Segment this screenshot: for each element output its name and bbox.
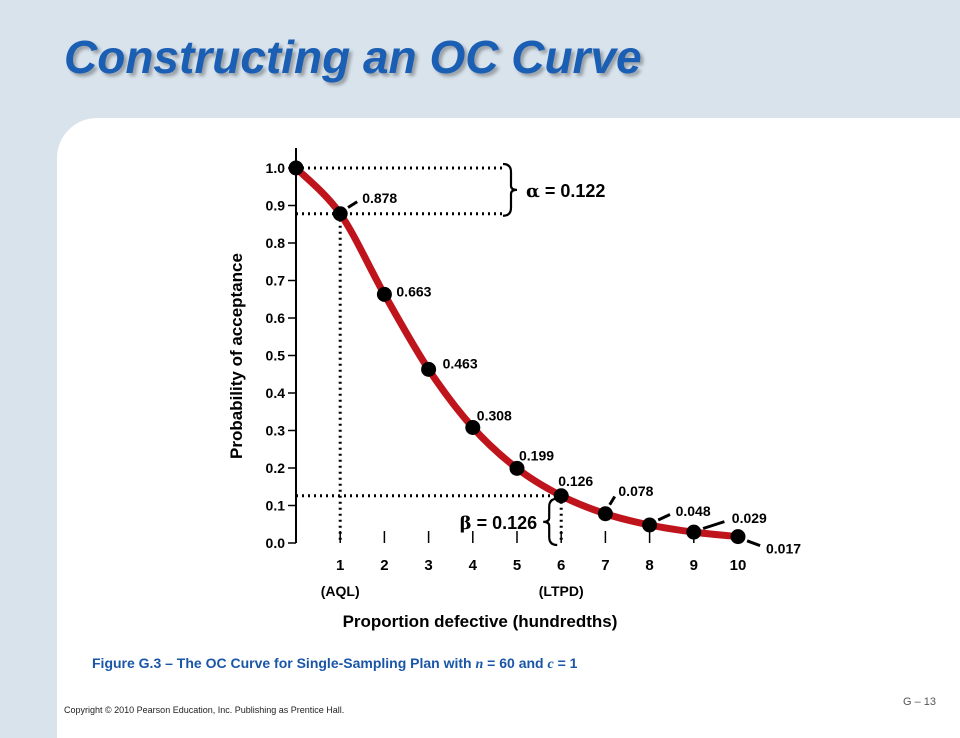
- point-value-label: 0.029: [732, 510, 767, 526]
- y-tick-label: 0.5: [266, 348, 286, 364]
- point-value-label: 0.663: [396, 283, 431, 299]
- oc-curve-line: [292, 164, 742, 541]
- x-tick-label: 10: [730, 557, 747, 574]
- point-label-leader: [702, 520, 725, 530]
- point-value-label: 0.078: [618, 483, 653, 499]
- x-tick-label: 7: [601, 557, 609, 574]
- content-panel: [57, 118, 960, 738]
- caption-n-symbol: n: [475, 657, 484, 672]
- data-point: [465, 420, 481, 435]
- point-label-leader: [347, 200, 358, 209]
- data-point: [509, 460, 525, 476]
- y-axis-title: Probability of acceptance: [227, 253, 246, 459]
- alpha-brace: [502, 162, 518, 217]
- data-point: [686, 524, 702, 540]
- caption-c-symbol: c: [547, 657, 554, 672]
- point-value-label: 0.308: [477, 408, 512, 424]
- beta-brace: [543, 497, 558, 547]
- caption-mid: = 60 and: [483, 655, 548, 671]
- alpha-value: = 0.122: [540, 181, 606, 201]
- y-tick-label: 0.7: [266, 273, 286, 289]
- x-tick-label: 6: [557, 557, 565, 574]
- copyright-notice: Copyright © 2010 Pearson Education, Inc.…: [64, 705, 345, 715]
- x-tick-label: 5: [513, 557, 521, 574]
- x-sublabel: (AQL): [321, 583, 360, 599]
- x-tick-label: 3: [424, 557, 432, 574]
- x-tick-label: 4: [469, 557, 478, 574]
- y-tick-label: 0.1: [266, 498, 286, 514]
- caption-prefix: Figure G.3 – The OC Curve for Single-Sam…: [92, 655, 476, 671]
- beta-symbol: β: [460, 513, 472, 534]
- slide-title: Constructing an OC Curve: [64, 31, 642, 83]
- y-tick-label: 0.9: [266, 198, 286, 214]
- figure-caption: Figure G.3 – The OC Curve for Single-Sam…: [92, 655, 577, 673]
- data-point: [332, 206, 348, 222]
- point-label-leader: [608, 495, 617, 506]
- x-tick-label: 2: [380, 557, 388, 574]
- alpha-annotation: α = 0.122: [526, 181, 605, 202]
- data-point: [376, 286, 392, 302]
- x-tick-label: 1: [336, 557, 344, 574]
- point-label-leader: [746, 539, 761, 548]
- data-point: [597, 506, 613, 522]
- data-point: [421, 361, 437, 377]
- caption-suffix: = 1: [553, 655, 578, 671]
- alpha-symbol: α: [526, 181, 540, 202]
- y-tick-label: 0.8: [266, 235, 286, 251]
- beta-value: = 0.126: [472, 513, 538, 533]
- data-point: [288, 160, 304, 176]
- point-value-label: 0.017: [766, 541, 801, 557]
- point-label-leader: [657, 513, 671, 522]
- x-axis-title: Proportion defective (hundredths): [343, 612, 618, 631]
- x-sublabel: (LTPD): [539, 583, 584, 599]
- slide-number: G – 13: [902, 696, 936, 708]
- y-tick-label: 1.0: [266, 160, 286, 176]
- point-value-label: 0.463: [443, 355, 478, 371]
- data-point: [642, 517, 658, 533]
- point-value-label: 0.126: [558, 473, 593, 489]
- y-tick-label: 0.6: [266, 310, 286, 326]
- y-tick-label: 0.3: [266, 423, 286, 439]
- y-tick-label: 0.0: [266, 535, 286, 551]
- x-tick-label: 9: [690, 557, 698, 574]
- x-tick-label: 8: [645, 557, 653, 574]
- point-value-label: 0.048: [676, 503, 711, 519]
- y-tick-label: 0.2: [266, 460, 286, 476]
- point-value-label: 0.878: [362, 190, 397, 206]
- beta-annotation: β = 0.126: [460, 513, 538, 534]
- point-value-label: 0.199: [519, 447, 554, 463]
- y-tick-label: 0.4: [266, 385, 286, 401]
- data-point: [553, 488, 569, 504]
- oc-curve-chart: 0.0 0.1 0.2 0.3 0.4 0.5 0.6 0.7 0.8 0.9 1.0 1 2 3 4 5 6 7…: [227, 148, 801, 631]
- data-point: [730, 529, 746, 545]
